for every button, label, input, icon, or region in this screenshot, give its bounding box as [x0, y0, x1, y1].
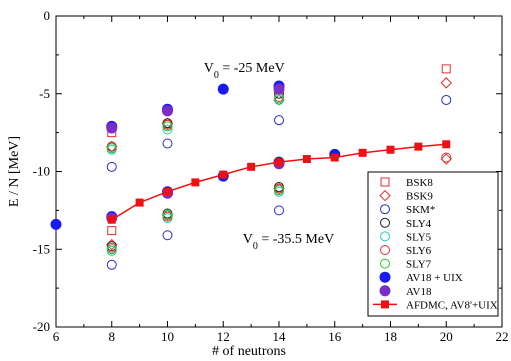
legend-label: AV18 + UIX [406, 272, 463, 284]
data-point [50, 218, 62, 230]
series-3 [106, 88, 284, 252]
y-tick-label: 0 [44, 8, 51, 23]
y-axis-label: E / N [MeV] [7, 136, 22, 207]
data-point [191, 178, 200, 187]
legend-item: SLY7 [380, 258, 432, 271]
legend-item: SKM* [380, 204, 435, 216]
x-tick-label: 14 [273, 329, 287, 344]
data-point [302, 155, 311, 164]
x-tick-label: 6 [53, 329, 60, 344]
legend-label: BSK9 [406, 191, 433, 203]
series-6 [106, 93, 284, 255]
legend-label: SKM* [406, 204, 435, 216]
series-8 [106, 83, 285, 224]
data-point [107, 215, 116, 224]
legend-label: BSK8 [406, 177, 433, 189]
data-point [358, 148, 367, 157]
data-point [217, 83, 229, 95]
x-tick-label: 8 [109, 329, 116, 344]
data-point [162, 210, 173, 221]
data-point [440, 153, 452, 165]
legend-marker [379, 189, 391, 202]
series-9 [107, 140, 451, 224]
legend-item: AFDMC, AV8'+UIX [373, 299, 498, 311]
legend-item: SLY4 [380, 217, 432, 230]
data-point [219, 170, 228, 179]
data-point [386, 145, 395, 154]
annotation: V0 = -25 MeV [204, 61, 285, 81]
data-point [106, 259, 117, 270]
legend-marker [381, 300, 389, 309]
data-point [275, 158, 283, 167]
x-tick-label: 12 [217, 329, 230, 344]
data-point [107, 226, 117, 236]
data-point [162, 138, 173, 149]
plot-marks [50, 64, 452, 270]
data-point [162, 121, 173, 132]
data-point [274, 185, 284, 196]
legend-item: BSK9 [379, 189, 433, 203]
legend-item: BSK8 [380, 177, 433, 189]
legend-marker [379, 285, 391, 297]
legend-label: AV18 [406, 286, 432, 298]
data-point [162, 124, 173, 135]
y-tick-label: -10 [33, 164, 50, 179]
data-point [441, 94, 452, 105]
series-7 [50, 80, 341, 230]
x-tick-label: 10 [161, 329, 174, 344]
legend-item: AV18 [379, 285, 432, 298]
data-point [414, 142, 423, 151]
legend-item: SLY6 [380, 245, 432, 257]
x-tick-label: 16 [328, 329, 342, 344]
data-point [162, 105, 173, 117]
legend-label: SLY5 [406, 231, 432, 243]
x-tick-label: 20 [440, 329, 453, 344]
data-point [441, 152, 452, 163]
legend-marker [380, 217, 390, 228]
legend-marker [379, 271, 391, 283]
data-point [442, 140, 451, 149]
legend-marker [380, 204, 390, 215]
x-axis-label: # of neutrons [212, 344, 286, 359]
legend-item: SLY5 [380, 231, 432, 243]
data-point [274, 115, 284, 126]
legend-label: AFDMC, AV8'+UIX [406, 299, 498, 311]
data-point [274, 205, 284, 216]
legend-marker [380, 258, 390, 269]
legend-label: SLY4 [406, 218, 432, 230]
data-point [106, 244, 117, 255]
data-point [440, 77, 452, 89]
data-point [106, 161, 117, 172]
series-2 [106, 94, 452, 270]
y-tick-label: -15 [33, 241, 50, 256]
legend-label: SLY7 [406, 259, 432, 271]
data-point [106, 143, 117, 154]
legend-marker [380, 231, 390, 242]
y-tick-label: -5 [39, 86, 50, 101]
data-point [135, 198, 144, 207]
data-point [273, 83, 285, 95]
legend-label: SLY6 [406, 245, 432, 257]
data-point [441, 64, 451, 74]
data-point [330, 153, 339, 162]
data-point [106, 122, 118, 134]
data-point [163, 187, 172, 196]
legend-marker [380, 245, 390, 255]
legend-marker [380, 177, 390, 187]
x-tick-label: 18 [384, 329, 397, 344]
data-point [247, 162, 256, 171]
y-tick-label: -20 [33, 319, 50, 334]
data-point [162, 230, 173, 241]
legend-item: AV18 + UIX [379, 271, 463, 284]
annotations: V0 = -25 MeV V0 = -35.5 MeV [204, 61, 334, 252]
axes: 6 8 10 12 14 16 18 20 22 0 -5 -10 -15 -20 # of neutron… [7, 8, 509, 359]
annotation: V0 = -35.5 MeV [243, 232, 334, 252]
x-tick-label: 22 [496, 329, 509, 344]
